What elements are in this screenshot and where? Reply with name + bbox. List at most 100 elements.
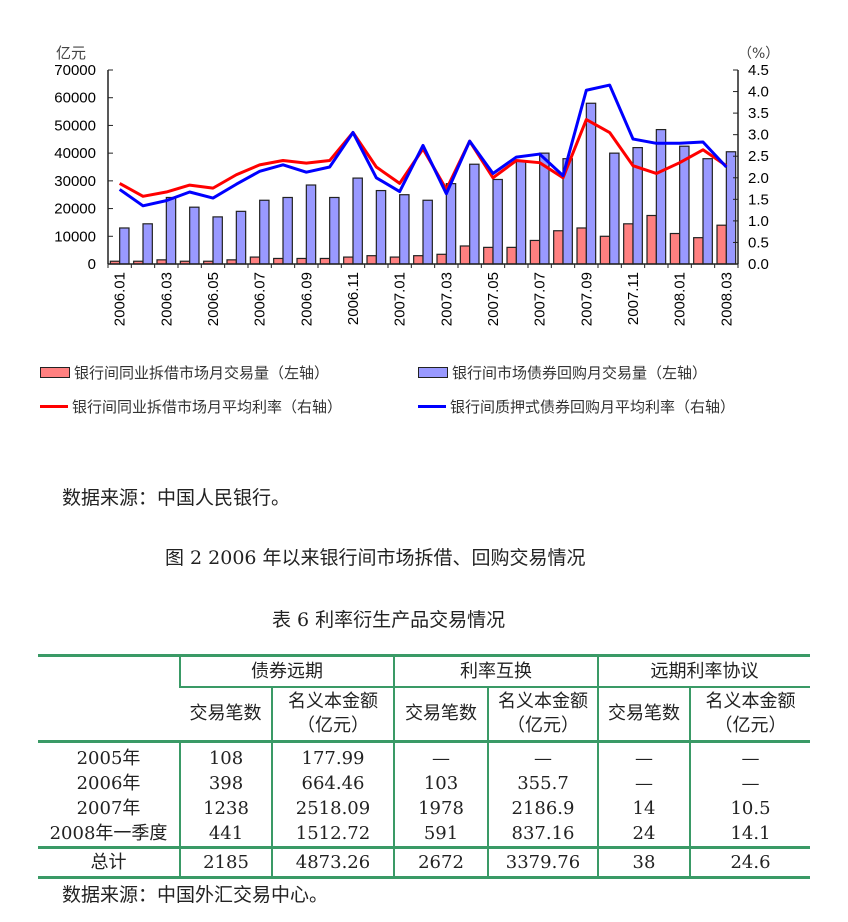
col-header-amount: 名义本金额 （亿元）	[271, 687, 394, 743]
left-tick-label: 40000	[54, 145, 96, 162]
bar	[679, 145, 690, 265]
legend-label: 银行间市场债券回购月交易量（左轴）	[452, 364, 708, 382]
bar	[529, 239, 541, 265]
left-tick-label: 30000	[54, 173, 96, 190]
bar	[483, 246, 494, 265]
col-header-amount: 名义本金额 （亿元）	[689, 687, 810, 743]
left-tick-label: 0	[88, 256, 96, 273]
bar	[445, 183, 457, 265]
bar	[585, 102, 597, 265]
bar	[436, 253, 447, 265]
chart: 0 10000 20000 30000 40000 50000 60000 70000 0.0 0…	[54, 44, 779, 326]
table-cell: —	[487, 741, 598, 771]
table-cell: 1238	[179, 796, 272, 821]
bar	[506, 246, 517, 265]
left-tick-label: 10000	[54, 228, 96, 245]
x-tick-label: 2007.05	[485, 272, 502, 326]
x-tick-label: 2007.01	[392, 272, 409, 326]
col-header-unit: （亿元）	[507, 715, 579, 736]
total-cell: 2672	[393, 846, 488, 878]
col-header-amount-label: 名义本金额	[288, 691, 378, 712]
source-note: 数据来源：中国外汇交易中心。	[62, 884, 329, 906]
right-tick-label: 2.5	[748, 148, 769, 165]
bar	[623, 223, 634, 265]
bar	[539, 152, 550, 265]
table-row: 2005年 108 177.99— — — —	[38, 741, 810, 771]
group-header: 债券远期	[179, 655, 394, 688]
bar	[249, 256, 261, 265]
bar	[305, 184, 317, 265]
table-cell: 355.7	[487, 771, 598, 796]
x-tick-label: 2006.01	[112, 272, 129, 326]
table-cell: —	[597, 771, 690, 796]
right-tick-label: 1.0	[748, 213, 769, 230]
bar	[352, 177, 363, 265]
bar	[319, 257, 331, 265]
total-cell: 24.6	[689, 846, 810, 878]
legend-item: 银行间同业拆借市场月平均利率（右轴）	[40, 396, 342, 417]
total-cell: 3379.76	[487, 846, 598, 878]
legend-item: 银行间市场债券回购月交易量（左轴）	[418, 362, 707, 383]
bar	[389, 256, 401, 265]
table-cell: 398	[179, 771, 272, 796]
col-header-amount-label: 名义本金额	[705, 691, 796, 712]
bar	[235, 210, 247, 265]
bar	[165, 196, 177, 265]
legend-line	[40, 405, 68, 408]
table-cell: 1512.72	[271, 821, 394, 848]
bar	[142, 223, 153, 265]
group-header: 利率互换	[393, 655, 598, 688]
right-tick-label: 2.0	[748, 170, 769, 187]
bar	[422, 199, 433, 265]
table-cell: 24	[597, 821, 690, 848]
right-tick-label: 4.0	[748, 84, 769, 101]
bar	[282, 196, 293, 265]
bar	[399, 194, 410, 265]
left-tick-label: 70000	[54, 62, 96, 79]
legend-item: 银行间同业拆借市场月交易量（左轴）	[40, 362, 329, 383]
bar	[273, 257, 284, 265]
table-cell: 2518.09	[271, 796, 394, 821]
table-cell: 664.46	[271, 771, 394, 796]
x-tick-label: 2006.09	[298, 272, 315, 326]
series-line	[118, 118, 728, 198]
table-row: 2007年 1238 2518.09 1978 2186.9 14 10.5	[38, 796, 810, 821]
bar	[716, 224, 727, 265]
bar	[119, 227, 130, 265]
right-axis-unit: （%）	[738, 46, 779, 62]
legend-swatch	[418, 367, 448, 378]
table-cell: —	[393, 741, 488, 771]
table-cell: 14.1	[689, 821, 810, 848]
table-caption: 表 6 利率衍生产品交易情况	[272, 609, 506, 631]
right-tick-label: 3.0	[748, 127, 769, 144]
left-tick-label: 50000	[54, 117, 96, 134]
col-header-count: 交易笔数	[180, 687, 272, 743]
right-tick-label: 4.5	[748, 62, 769, 79]
bar	[343, 256, 354, 265]
x-tick-label: 2006.07	[252, 272, 269, 326]
table-cell: 2005年	[76, 748, 141, 769]
table-cell: 2007年	[76, 798, 141, 819]
table-cell: 591	[393, 821, 488, 848]
col-header-unit: （亿元）	[297, 715, 369, 736]
right-tick-label: 0.0	[748, 256, 769, 273]
left-tick-label: 20000	[54, 201, 96, 218]
bar	[189, 206, 200, 265]
total-cell: 38	[597, 846, 690, 878]
bar	[515, 160, 527, 265]
bar	[459, 245, 471, 265]
bar	[693, 237, 704, 265]
bar	[609, 152, 620, 265]
group-header: 远期利率协议	[597, 655, 810, 688]
table-cell: 2186.9	[487, 796, 598, 821]
col-header-amount-label: 名义本金额	[498, 691, 588, 712]
source-note: 数据来源：中国人民银行。	[62, 487, 291, 509]
bar	[646, 214, 657, 265]
bar	[259, 199, 270, 265]
table-cell: 108	[179, 741, 272, 771]
bar	[413, 255, 424, 265]
right-tick-label: 3.5	[748, 105, 769, 122]
table-cell: —	[689, 771, 810, 796]
derivatives-table: 债券远期 利率互换 远期利率协议 交易笔数 名义本金额 （亿元） 交易笔数 名义本金额（…	[38, 654, 810, 879]
table-cell: 10.5	[689, 796, 810, 821]
